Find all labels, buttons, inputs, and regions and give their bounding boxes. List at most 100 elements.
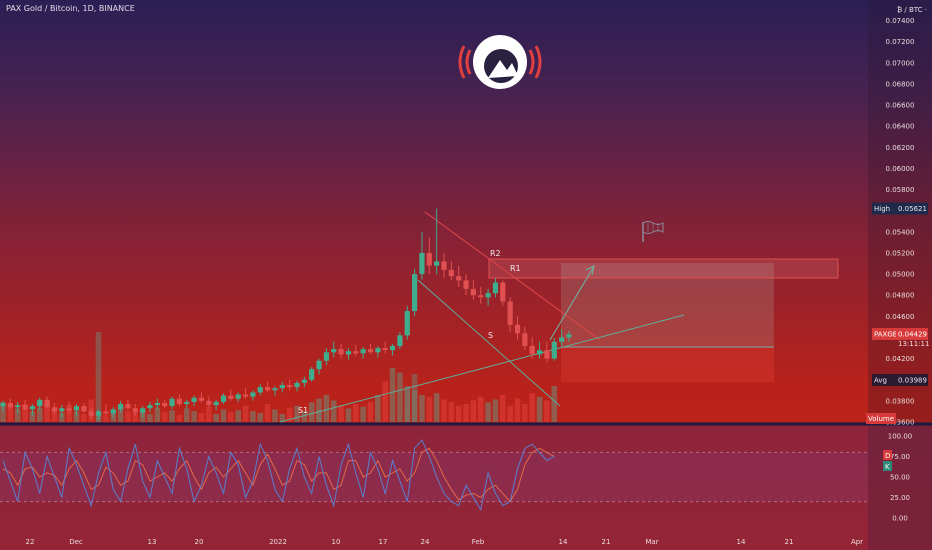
volume-bar	[176, 414, 183, 422]
volume-bar	[206, 406, 212, 422]
candle-body	[316, 360, 322, 370]
volume-bar	[360, 406, 366, 422]
candle-body	[88, 411, 94, 416]
osc-tick-label: 25.00	[890, 494, 910, 502]
candle-body	[162, 402, 168, 407]
candle-body	[426, 252, 432, 266]
candle-body	[184, 401, 190, 405]
candle-body	[294, 382, 300, 388]
channel-lower-line	[417, 279, 561, 407]
svg-text:0.05621: 0.05621	[898, 205, 927, 213]
annotation-s1: S1	[298, 406, 308, 415]
time-tick-label: 13	[148, 538, 157, 546]
volume-bar	[477, 396, 484, 422]
volume-bar	[228, 412, 234, 422]
time-tick-label: 24	[421, 538, 430, 546]
volume-bar	[522, 404, 528, 422]
osc-legend-k-label: K	[885, 463, 890, 471]
svg-text:Avg: Avg	[874, 377, 887, 385]
volume-bar	[95, 332, 102, 422]
osc-tick-label: 100.00	[888, 433, 913, 441]
candle-body	[110, 409, 116, 414]
candle-body	[132, 408, 138, 413]
candle-body	[559, 337, 565, 342]
candle-body	[287, 385, 293, 388]
volume-bar	[544, 400, 550, 422]
volume-bar	[507, 405, 513, 422]
candle-body	[59, 408, 65, 412]
candle-body	[235, 394, 241, 399]
time-tick-label: Apr	[851, 538, 863, 546]
candle-body	[309, 369, 315, 380]
volume-bar	[198, 413, 205, 422]
projection-arrowhead	[585, 265, 595, 276]
volume-bar	[536, 396, 543, 422]
volume-bar	[191, 411, 197, 422]
annotation-r2: R2	[490, 249, 501, 258]
time-tick-label: 17	[379, 538, 388, 546]
candle-body	[140, 408, 146, 413]
volume-bar	[492, 399, 499, 422]
volume-bar	[44, 400, 50, 422]
candle-body	[228, 395, 234, 399]
price-tick-label: 0.03800	[886, 397, 915, 405]
svg-text:0.04429: 0.04429	[898, 331, 927, 339]
osc-tick-label: 75.00	[890, 453, 910, 461]
volume-bar	[279, 413, 286, 422]
annotation-r1: R1	[510, 264, 521, 273]
candle-body	[544, 350, 550, 359]
candle-body	[463, 280, 469, 289]
candle-body	[279, 385, 285, 389]
volume-bar	[308, 402, 315, 422]
volume-bar	[500, 395, 506, 422]
candle-body	[51, 407, 58, 412]
candle-body	[514, 324, 521, 334]
price-tick-label: 0.04800	[886, 292, 915, 300]
osc-legend-d	[883, 450, 892, 460]
volume-bar	[529, 393, 535, 422]
volume-bar	[36, 407, 43, 422]
volume-bar	[81, 413, 87, 422]
candle-body	[169, 398, 175, 407]
candle-body	[66, 408, 72, 411]
candle-body	[331, 349, 337, 353]
price-axis-panel	[868, 0, 932, 550]
candle-body	[265, 387, 271, 391]
candle-body	[441, 261, 447, 270]
volume-bar	[470, 400, 477, 422]
oscillator-panel	[0, 424, 932, 550]
candle-body	[95, 411, 102, 416]
volume-bar	[294, 405, 300, 422]
price-tick-label: 0.07400	[886, 17, 915, 25]
time-tick-label: 2022	[269, 538, 287, 546]
volume-bar	[389, 368, 396, 422]
volume-bar	[14, 408, 21, 422]
candle-body	[448, 269, 454, 277]
volume-bar	[220, 409, 227, 422]
volume-bar	[330, 400, 337, 422]
candle-body	[485, 293, 491, 298]
volume-bar	[485, 402, 491, 422]
time-tick-label: 14	[559, 538, 568, 546]
currency-label: ₿ / BTC ·	[897, 6, 927, 14]
candle-body	[529, 345, 535, 355]
volume-bar	[117, 405, 124, 422]
volume-bar	[382, 381, 388, 422]
target-zone	[561, 263, 774, 347]
volume-bar	[235, 410, 241, 422]
symbol-title: PAX Gold / Bitcoin, 1D, BINANCE	[6, 4, 135, 13]
time-tick-label: 10	[332, 538, 341, 546]
volume-bar	[397, 372, 403, 422]
candle-body	[367, 349, 374, 353]
volume-bar	[22, 404, 28, 422]
candle-body	[29, 406, 35, 410]
candle-body	[323, 352, 329, 361]
volume-bar	[73, 411, 80, 422]
candle-body	[220, 395, 227, 402]
price-tick-label: 0.06600	[886, 102, 915, 110]
candle-body	[250, 392, 256, 397]
volume-bar	[301, 411, 308, 422]
volume-tag-label: Volume	[868, 415, 894, 423]
volume-bar	[154, 407, 161, 422]
